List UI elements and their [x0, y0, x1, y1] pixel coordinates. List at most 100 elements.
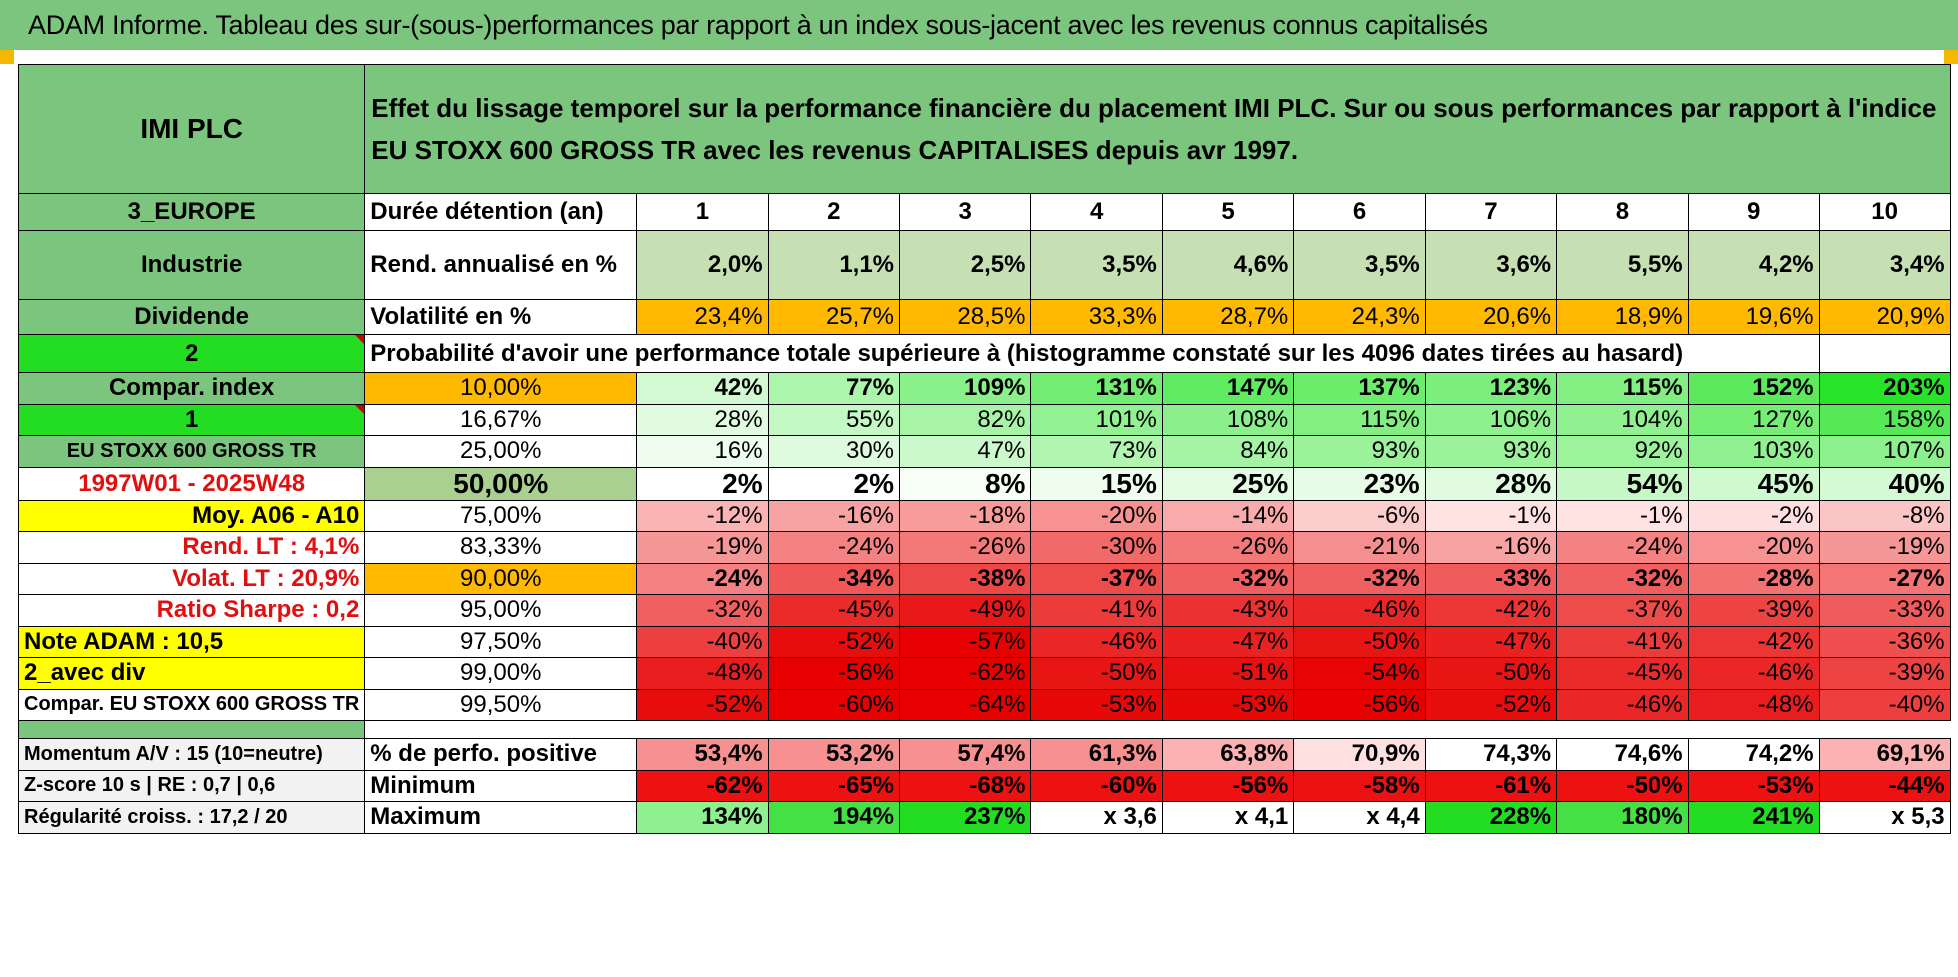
prob-value: -52% [636, 688, 769, 721]
prob-value: 93% [1293, 435, 1426, 468]
prob-value: -1% [1424, 499, 1558, 532]
code-1-cell: 1 [17, 403, 366, 436]
summary-value: 237% [899, 801, 1032, 834]
prob-value: -16% [767, 499, 901, 532]
prob-value: -52% [1424, 688, 1558, 721]
prob-value: 47% [899, 435, 1032, 468]
empty-cell [1688, 334, 1820, 373]
empty-cell [1818, 334, 1951, 373]
prob-value: -48% [1687, 688, 1820, 721]
prob-value: 23% [1293, 466, 1426, 501]
prob-value: -46% [1293, 594, 1426, 627]
prob-value: 30% [767, 435, 901, 468]
summary-value: 228% [1424, 801, 1558, 834]
probability-row: Rend. LT : 4,1% 83,33% -19% -24% -26% -30% -26… [17, 531, 1951, 564]
probability-row: Compar. EU STOXX 600 GROSS TR 99,50% -52% -… [17, 688, 1951, 721]
prob-value: -21% [1293, 531, 1426, 564]
prob-value: -46% [1556, 688, 1689, 721]
prob-value: -12% [636, 499, 769, 532]
prob-value: -2% [1687, 499, 1820, 532]
prob-value: -24% [1556, 531, 1689, 564]
rend-lt-label: Rend. LT : 4,1% [17, 531, 366, 564]
prob-value: -19% [1818, 531, 1951, 564]
prob-value: -1% [1556, 499, 1689, 532]
prob-value: 152% [1687, 372, 1820, 405]
vol-value: 19,6% [1687, 299, 1820, 335]
note-adam-label: Note ADAM : 10,5 [17, 625, 366, 658]
prob-value: -6% [1293, 499, 1426, 532]
prob-value: 82% [899, 403, 1032, 436]
prob-value: -34% [767, 562, 901, 595]
prob-value: -26% [1161, 531, 1295, 564]
prob-value: 25% [1161, 466, 1295, 501]
prob-value: 131% [1030, 372, 1163, 405]
threshold-pct: 99,00% [364, 657, 638, 690]
threshold-pct: 50,00% [364, 466, 638, 501]
prob-value: 84% [1161, 435, 1295, 468]
year-header: 10 [1818, 193, 1951, 231]
prob-value: 137% [1293, 372, 1426, 405]
moy-label: Moy. A06 - A10 [17, 499, 366, 532]
summary-value: 74,2% [1687, 738, 1820, 771]
prob-value: 2% [636, 466, 769, 501]
summary-row: Z-score 10 s | RE : 0,7 | 0,6 Minimum -62%… [17, 769, 1951, 802]
prob-value: -50% [1293, 625, 1426, 658]
prob-value: -60% [767, 688, 901, 721]
prob-value: -45% [1556, 657, 1689, 690]
summary-value: 53,4% [636, 738, 769, 771]
sharpe-label: Ratio Sharpe : 0,2 [17, 594, 366, 627]
summary-label: Maximum [364, 801, 638, 834]
corner-marker-left [0, 50, 14, 64]
probability-row: Moy. A06 - A10 75,00% -12% -16% -18% -20% -14%… [17, 499, 1951, 532]
summary-value: -62% [636, 769, 769, 802]
probability-row: Note ADAM : 10,5 97,50% -40% -52% -57% -46% -4… [17, 625, 1951, 658]
prob-value: 55% [767, 403, 901, 436]
rend-value: 3,5% [1030, 230, 1163, 300]
summary-value: -53% [1687, 769, 1820, 802]
period-label: 1997W01 - 2025W48 [17, 466, 366, 501]
rend-value: 1,1% [767, 230, 901, 300]
prob-value: -26% [899, 531, 1032, 564]
prob-value: -40% [636, 625, 769, 658]
prob-value: 93% [1424, 435, 1558, 468]
summary-value: -44% [1818, 769, 1951, 802]
summary-value: -61% [1424, 769, 1558, 802]
prob-value: 42% [636, 372, 769, 405]
performance-table: IMI PLC Effet du lissage temporel sur la… [17, 64, 1951, 834]
sector-label: Industrie [17, 230, 366, 300]
probability-row: 1997W01 - 2025W48 50,00% 2% 2% 8% 15% 25% 23% 28… [17, 466, 1951, 501]
summary-value: -60% [1030, 769, 1163, 802]
summary-value: 70,9% [1293, 738, 1426, 771]
prob-value: -40% [1818, 688, 1951, 721]
prob-value: -46% [1687, 657, 1820, 690]
vol-value: 28,5% [899, 299, 1032, 335]
summary-value: 63,8% [1161, 738, 1295, 771]
summary-value: 74,6% [1556, 738, 1689, 771]
prob-value: 127% [1687, 403, 1820, 436]
asset-name: IMI PLC [17, 64, 366, 194]
prob-value: -53% [1161, 688, 1295, 721]
prob-value: -38% [899, 562, 1032, 595]
threshold-pct: 83,33% [364, 531, 638, 564]
summary-value: 69,1% [1818, 738, 1951, 771]
duree-label: Durée détention (an) [364, 193, 638, 231]
probability-row: 2_avec div 99,00% -48% -56% -62% -50% -51% -54%… [17, 657, 1951, 690]
summary-value: 180% [1556, 801, 1689, 834]
year-header: 1 [636, 193, 769, 231]
summary-value: 194% [767, 801, 901, 834]
summary-value: -50% [1556, 769, 1689, 802]
avec-div-label: 2_avec div [17, 657, 366, 690]
prob-value: -32% [1161, 562, 1295, 595]
prob-value: -45% [767, 594, 901, 627]
index-name-label: EU STOXX 600 GROSS TR [17, 435, 366, 468]
prob-value: 108% [1161, 403, 1295, 436]
prob-value: -46% [1030, 625, 1163, 658]
year-header: 2 [767, 193, 901, 231]
year-header: 5 [1161, 193, 1295, 231]
prob-value: 92% [1556, 435, 1689, 468]
prob-value: 158% [1818, 403, 1951, 436]
volat-lt-label: Volat. LT : 20,9% [17, 562, 366, 595]
summary-value: -68% [899, 769, 1032, 802]
prob-value: 8% [899, 466, 1032, 501]
rend-label: Rend. annualisé en % [364, 230, 638, 300]
